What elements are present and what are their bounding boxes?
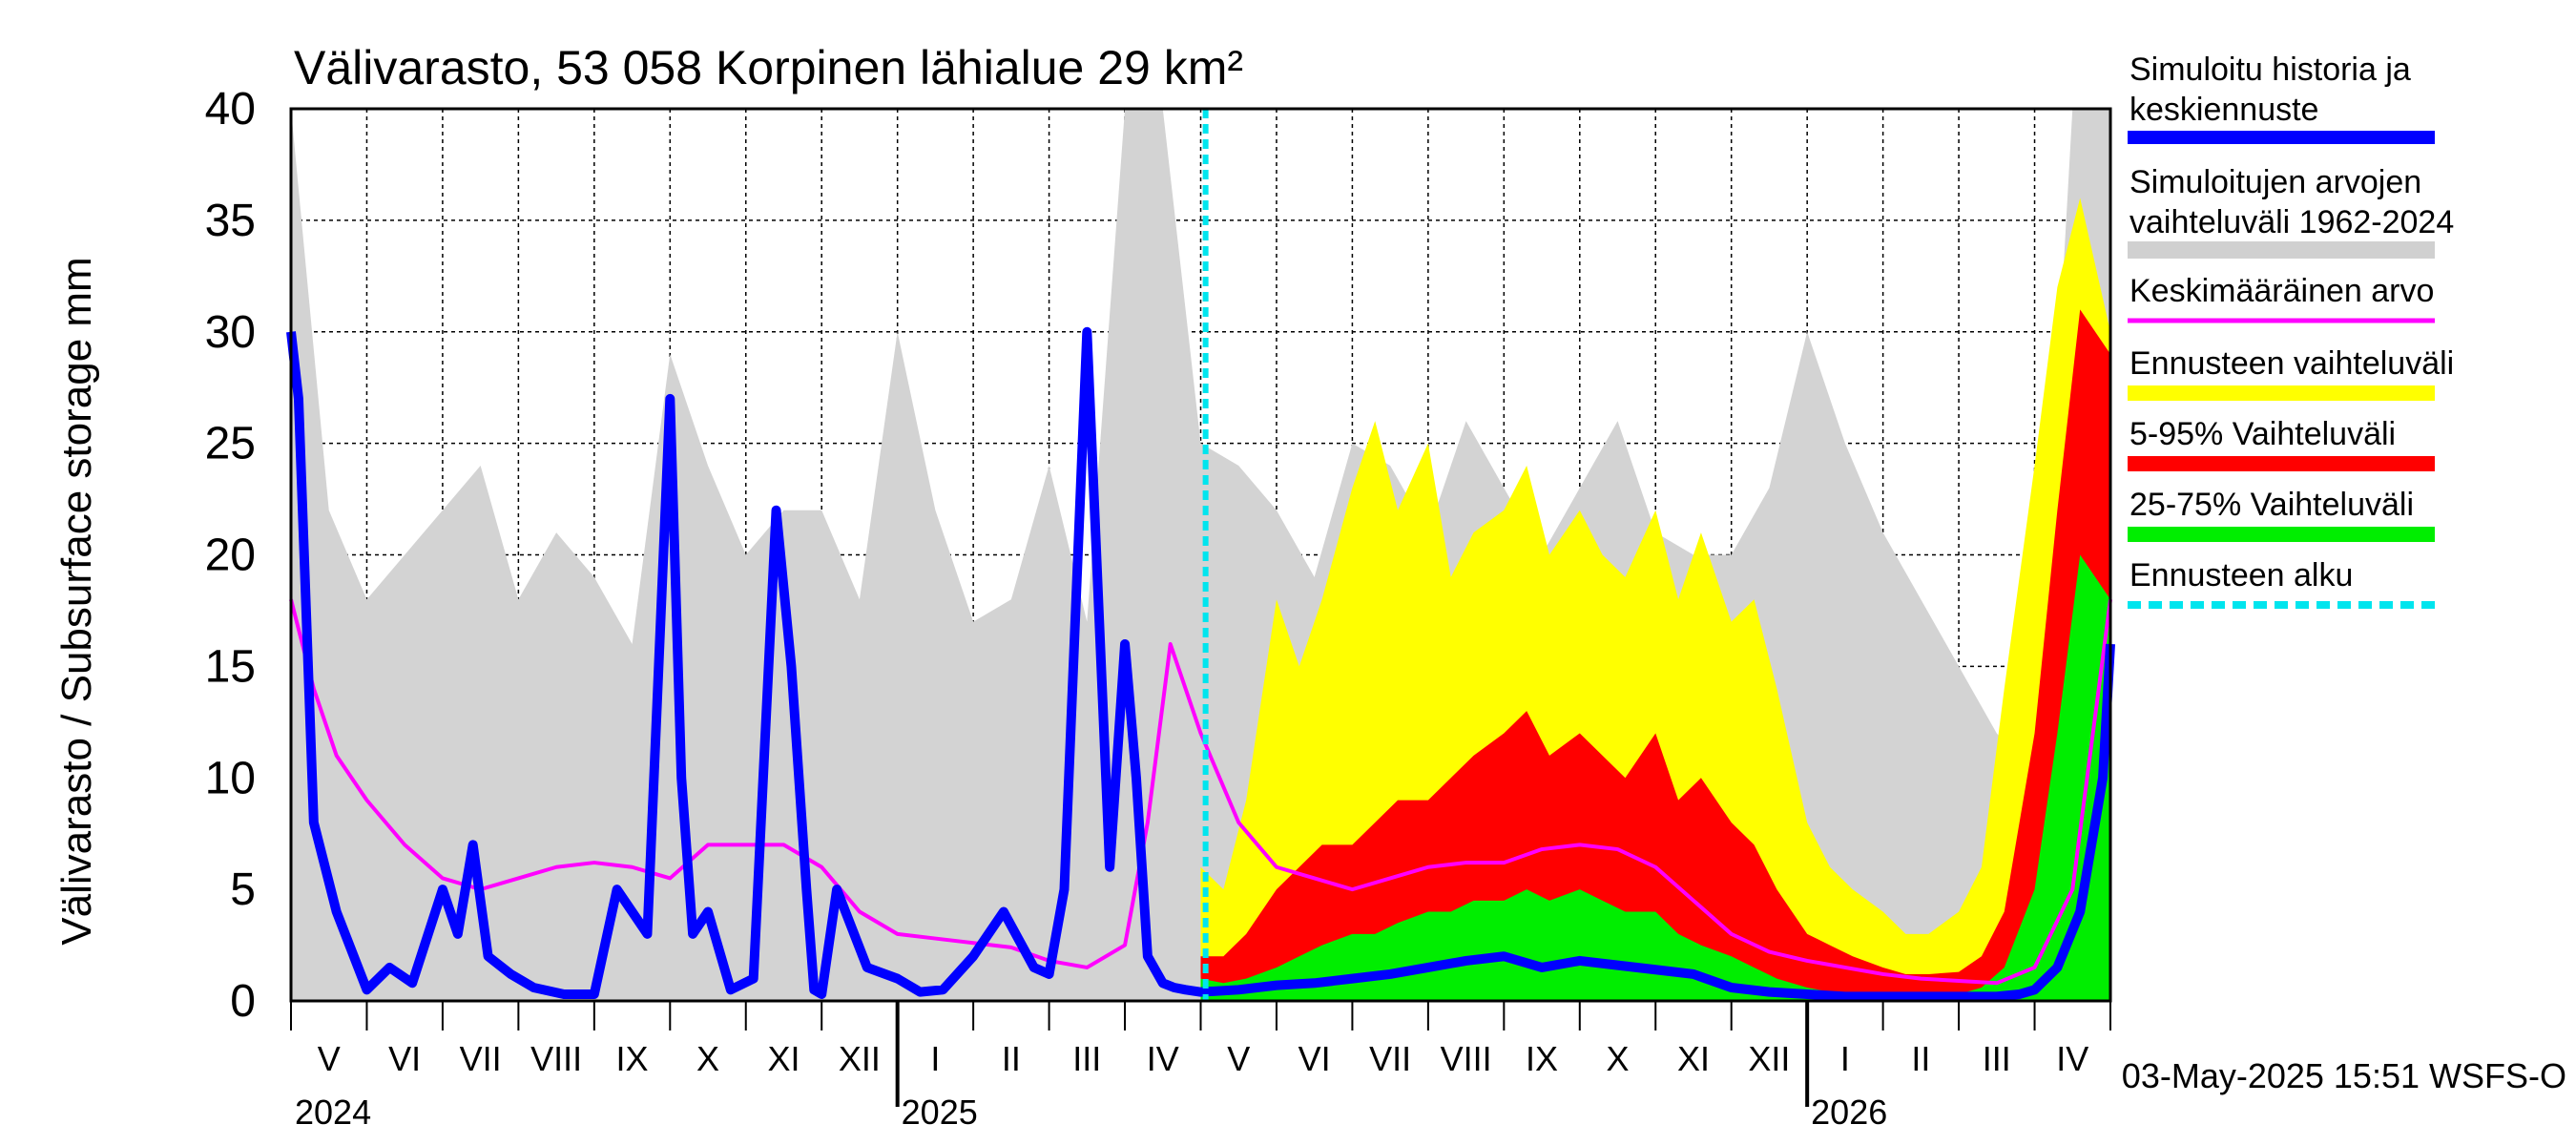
p5-95-range-area: [1200, 309, 2110, 1001]
x-year-label: 2024: [295, 1093, 371, 1132]
x-month-label: II: [1911, 1039, 1930, 1078]
y-tick-label: 30: [205, 307, 256, 358]
y-tick-labels: 0 5 10 15 20 25 30 35 40: [205, 84, 256, 1027]
x-month-label: IV: [2056, 1039, 2088, 1078]
y-tick-label: 10: [205, 753, 256, 803]
legend-label: Ennusteen vaihteluväli: [2129, 345, 2454, 382]
x-year-labels: 2024 2025 2026: [295, 1093, 1887, 1132]
y-tick-label: 25: [205, 419, 256, 469]
legend-label: Simuloitu historia ja: [2129, 52, 2411, 88]
legend-label: vaihteluväli 1962-2024: [2129, 204, 2454, 240]
timestamp-footer: 03-May-2025 15:51 WSFS-O: [2122, 1056, 2566, 1095]
x-month-label: XII: [839, 1039, 881, 1078]
legend: Simuloitu historia ja keskiennuste Simuloi…: [2128, 52, 2454, 609]
x-month-label: VIII: [1441, 1039, 1492, 1078]
y-axis-label: Välivarasto / Subsurface storage mm: [53, 257, 100, 945]
y-tick-label: 20: [205, 531, 256, 581]
plot-area: [286, 107, 2115, 1003]
x-month-label: X: [1607, 1039, 1630, 1078]
y-tick-label: 40: [205, 84, 256, 135]
y-tick-label: 15: [205, 641, 256, 692]
x-month-label: I: [1840, 1039, 1850, 1078]
x-month-label: VI: [1298, 1039, 1331, 1078]
x-month-label: I: [930, 1039, 940, 1078]
x-month-label: XII: [1748, 1039, 1790, 1078]
x-month-label: III: [1072, 1039, 1101, 1078]
x-month-labels: V VI VII VIII IX X XI XII I II III IV V VI VII VIII IX X X…: [290, 1001, 2111, 1107]
x-month-label: IV: [1147, 1039, 1179, 1078]
x-month-label: V: [318, 1039, 341, 1078]
x-month-label: IX: [1526, 1039, 1558, 1078]
x-month-label: III: [1983, 1039, 2011, 1078]
chart-title: Välivarasto, 53 058 Korpinen lähialue 29…: [294, 41, 1243, 94]
simulated-history-line: [286, 326, 2115, 1002]
x-month-label: II: [1002, 1039, 1021, 1078]
x-month-label: XI: [767, 1039, 800, 1078]
x-month-label: XI: [1677, 1039, 1710, 1078]
legend-label: 5-95% Vaihteluväli: [2129, 416, 2396, 452]
x-month-label: VIII: [530, 1039, 582, 1078]
x-year-label: 2026: [1811, 1093, 1887, 1132]
x-month-label: VII: [1369, 1039, 1411, 1078]
legend-label: 25-75% Vaihteluväli: [2129, 487, 2414, 523]
mean-line: [289, 598, 2112, 986]
legend-label: keskiennuste: [2129, 92, 2318, 128]
series-marks: [286, 109, 2115, 1002]
x-month-label: X: [696, 1039, 719, 1078]
legend-label: Simuloitujen arvojen: [2129, 164, 2421, 200]
x-month-label: VII: [460, 1039, 502, 1078]
x-month-label: VI: [388, 1039, 421, 1078]
y-tick-label: 5: [230, 864, 256, 915]
p25-75-range-area: [1200, 554, 2110, 1001]
y-tick-label: 35: [205, 196, 256, 246]
x-year-label: 2025: [902, 1093, 978, 1132]
x-month-label: IX: [616, 1039, 649, 1078]
x-month-label: V: [1227, 1039, 1250, 1078]
legend-label: Ennusteen alku: [2129, 557, 2353, 593]
y-tick-label: 0: [230, 976, 256, 1027]
legend-label: Keskimääräinen arvo: [2129, 273, 2434, 309]
